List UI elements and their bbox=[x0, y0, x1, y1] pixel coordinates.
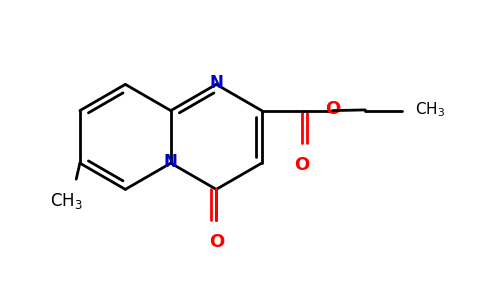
Text: N: N bbox=[209, 74, 223, 92]
Text: CH$_3$: CH$_3$ bbox=[415, 100, 445, 118]
Text: N: N bbox=[164, 153, 178, 171]
Text: O: O bbox=[294, 156, 309, 174]
Text: O: O bbox=[209, 233, 224, 251]
Text: CH$_3$: CH$_3$ bbox=[50, 191, 83, 211]
Text: O: O bbox=[325, 100, 340, 118]
